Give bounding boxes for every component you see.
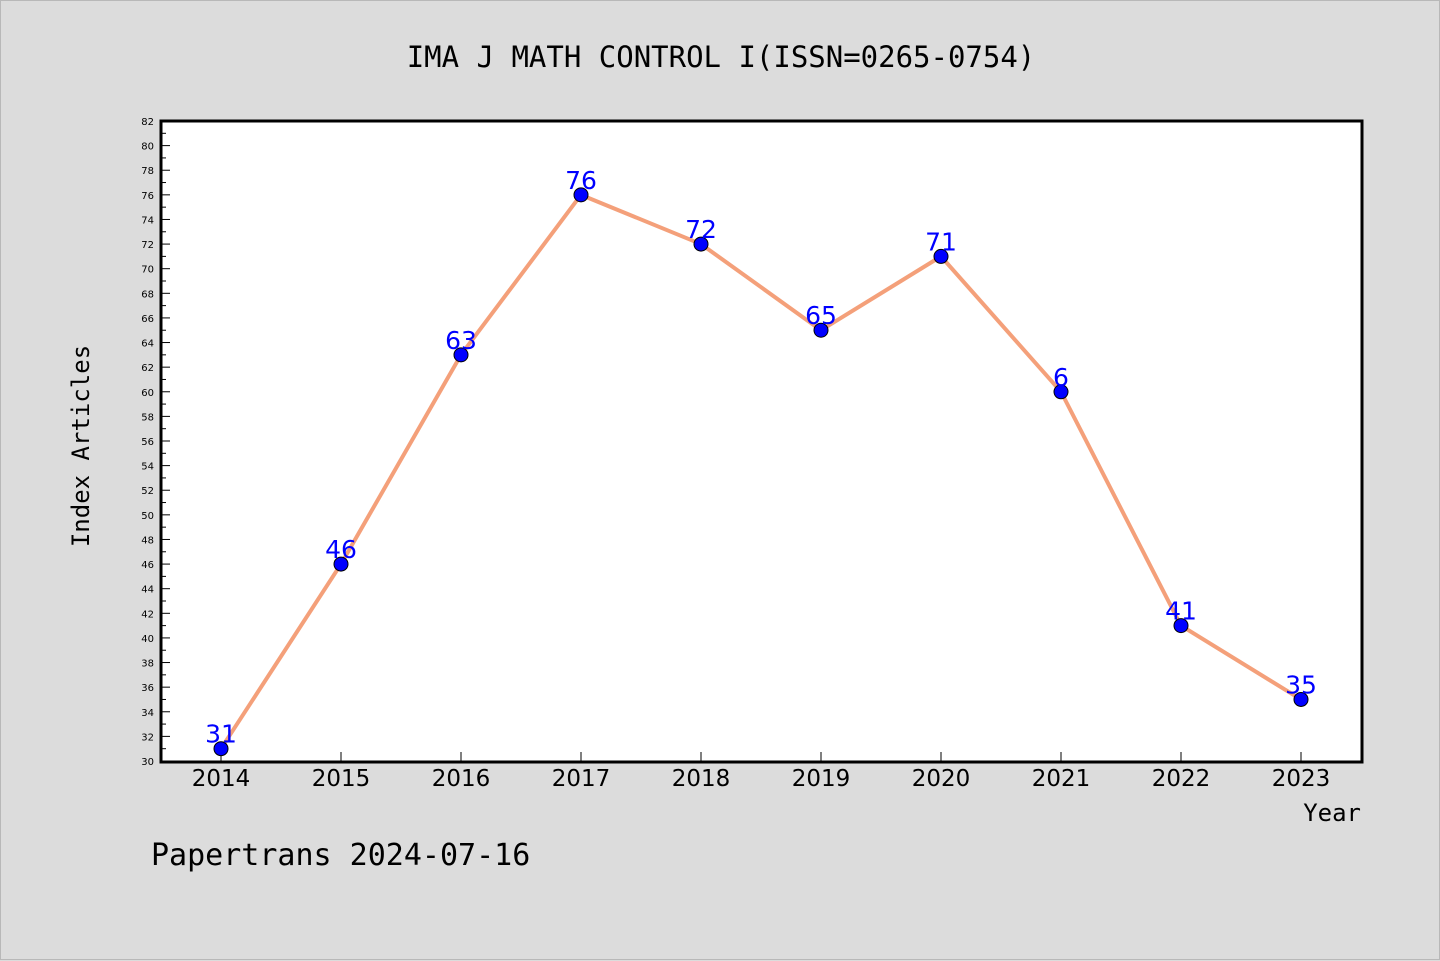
y-tick-label: 58 — [141, 412, 154, 423]
x-tick-label: 2021 — [1032, 766, 1091, 792]
y-tick-label: 30 — [141, 757, 154, 768]
data-label: 72 — [685, 215, 717, 244]
x-axis: 2014 2015 2016 2017 2018 2019 2020 2021 2022 2023 — [192, 752, 1331, 792]
y-tick-label: 36 — [141, 683, 154, 694]
x-tick-label: 2015 — [312, 766, 371, 792]
y-tick-label: 44 — [141, 585, 154, 596]
y-tick-label: 72 — [141, 240, 154, 251]
x-tick-label: 2018 — [672, 766, 731, 792]
y-tick-label: 32 — [141, 732, 154, 743]
y-tick-label: 46 — [141, 560, 154, 571]
data-point — [693, 236, 709, 252]
data-point — [333, 556, 349, 572]
marker-group — [213, 187, 1309, 757]
chart-title: IMA J MATH CONTROL I(ISSN=0265-0754) — [407, 40, 1036, 74]
x-tick-label: 2014 — [192, 766, 251, 792]
x-tick-label: 2016 — [432, 766, 491, 792]
y-tick-label: 48 — [141, 535, 154, 546]
y-tick-label: 74 — [141, 215, 154, 226]
y-tick-label: 64 — [141, 339, 154, 350]
y-tick-label: 82 — [141, 117, 154, 128]
y-tick-label: 40 — [141, 634, 154, 645]
data-label: 31 — [205, 720, 237, 749]
x-tick-label: 2022 — [1152, 766, 1211, 792]
x-tick-label: 2019 — [792, 766, 851, 792]
y-tick-label: 54 — [141, 462, 154, 473]
data-label: 76 — [565, 166, 597, 195]
series-line — [219, 192, 1303, 750]
y-tick-label: 76 — [141, 191, 154, 202]
data-label: 71 — [925, 227, 957, 256]
x-tick-label: 2020 — [912, 766, 971, 792]
data-label: 46 — [325, 535, 357, 564]
y-axis-label: Index Articles — [67, 345, 95, 547]
x-tick-label: 2017 — [552, 766, 611, 792]
data-label: 41 — [1165, 597, 1197, 626]
y-tick-label: 80 — [141, 142, 154, 153]
data-point — [813, 322, 829, 338]
footer-note: Papertrans 2024-07-16 — [151, 838, 530, 873]
y-tick-label: 78 — [141, 166, 154, 177]
data-point — [213, 741, 229, 757]
x-tick-label: 2023 — [1272, 766, 1331, 792]
x-axis-label: Year — [1303, 799, 1361, 827]
data-point — [1053, 384, 1069, 400]
y-tick-label: 42 — [141, 609, 154, 620]
data-label: 65 — [805, 301, 837, 330]
data-label: 35 — [1285, 670, 1317, 699]
y-tick-label: 62 — [141, 363, 154, 374]
y-tick-label: 60 — [141, 388, 154, 399]
y-tick-label: 68 — [141, 289, 154, 300]
plot-area — [159, 119, 1364, 764]
y-axis: 30 32 34 36 38 40 42 44 46 48 50 52 54 56 58 60 62 64 66 68… — [141, 117, 170, 768]
y-tick-label: 70 — [141, 265, 154, 276]
data-point — [1293, 691, 1309, 707]
y-tick-label: 50 — [141, 511, 154, 522]
data-point — [573, 187, 589, 203]
y-tick-label: 52 — [141, 486, 154, 497]
data-label: 6 — [1053, 363, 1069, 392]
data-point — [933, 248, 949, 264]
data-label: 63 — [445, 326, 477, 355]
data-point — [1173, 618, 1189, 634]
y-tick-label: 56 — [141, 437, 154, 448]
data-label-group: 31 46 63 76 72 65 71 6 41 35 — [205, 166, 1317, 749]
y-tick-label: 38 — [141, 659, 154, 670]
y-tick-label: 66 — [141, 314, 154, 325]
data-point — [453, 347, 469, 363]
series-line-group — [219, 192, 1303, 750]
y-tick-label: 34 — [141, 708, 154, 719]
